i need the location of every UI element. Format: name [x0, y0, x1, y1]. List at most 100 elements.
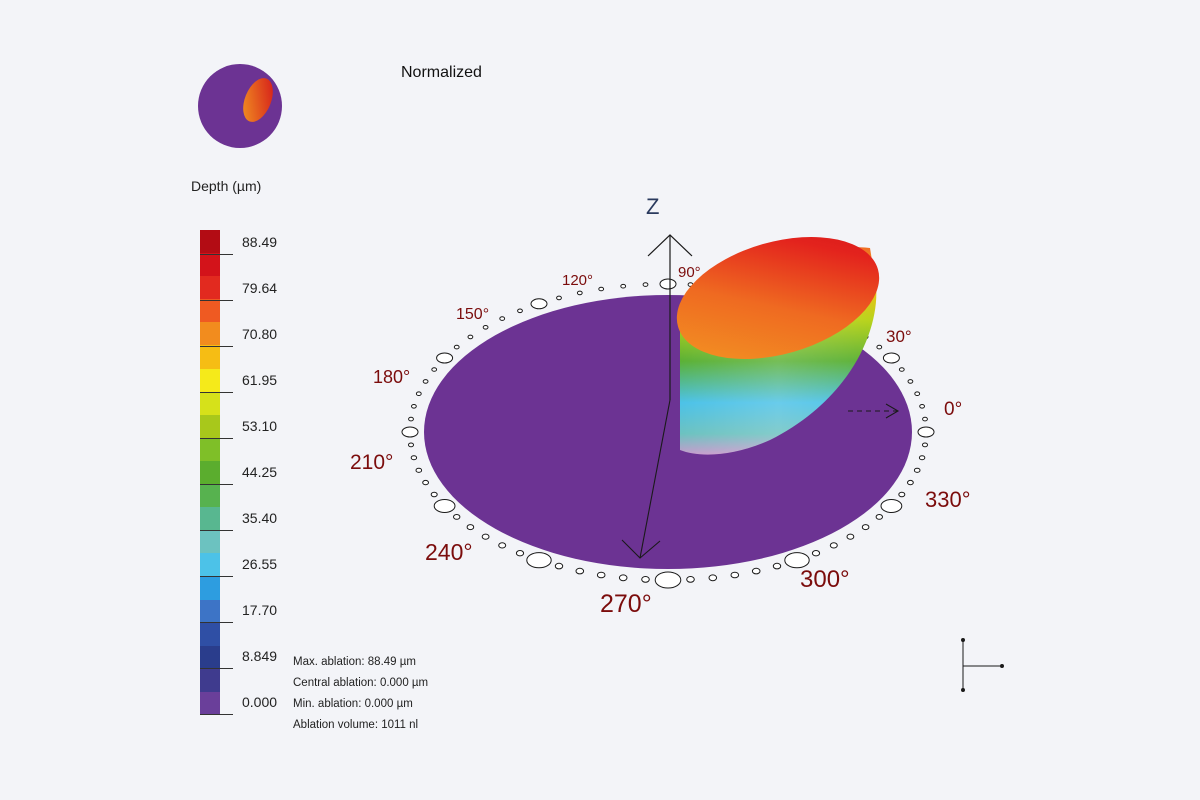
angle-label-300: 300°: [800, 566, 850, 593]
angle-marker: [751, 567, 761, 575]
angle-marker: [882, 352, 900, 364]
orientation-indicator: [961, 638, 1004, 692]
angle-marker: [515, 550, 525, 557]
angle-marker: [907, 479, 914, 486]
angle-marker: [917, 426, 935, 438]
legend-swatch: [200, 299, 220, 323]
legend-title: Depth (µm): [191, 178, 262, 194]
angle-marker: [481, 533, 490, 540]
angle-marker: [430, 491, 438, 498]
legend-swatch: [200, 368, 220, 393]
angle-marker: [784, 552, 810, 569]
angle-marker: [436, 352, 454, 364]
angle-marker: [659, 278, 677, 290]
angle-label-210: 210°: [350, 451, 394, 474]
angle-label-0: 0°: [944, 399, 963, 420]
angle-marker: [422, 479, 430, 486]
legend-swatch: [200, 437, 220, 462]
legend-tick: [200, 530, 233, 531]
angle-marker: [708, 574, 718, 582]
angle-marker: [730, 571, 740, 579]
legend-swatch: [200, 645, 220, 670]
angle-marker: [482, 325, 489, 330]
angle-marker: [415, 391, 422, 397]
angle-marker: [467, 334, 474, 340]
legend-swatch: [200, 622, 220, 647]
angle-marker: [875, 514, 883, 520]
legend-tick: [200, 714, 233, 715]
angle-label-150: 150°: [456, 306, 490, 323]
y-axis: [621, 399, 671, 559]
legend-swatch: [200, 414, 220, 439]
angle-marker: [654, 571, 682, 589]
legend-value: 61.95: [242, 372, 278, 388]
angle-marker: [642, 282, 649, 287]
angle-marker: [880, 499, 903, 513]
angle-marker: [907, 379, 914, 384]
angle-marker: [898, 367, 905, 372]
angle-marker: [422, 379, 429, 384]
angle-marker: [431, 367, 438, 372]
max-ablation: Max. ablation: 88.49 µm: [293, 656, 416, 668]
angle-marker: [811, 550, 821, 557]
legend-tick: [200, 346, 233, 347]
legend-swatch: [200, 553, 220, 577]
ablation-zone-3d: [676, 237, 880, 455]
angle-marker: [554, 562, 564, 570]
angle-marker: [913, 467, 921, 473]
angle-marker: [408, 442, 414, 448]
angle-marker: [410, 455, 418, 461]
legend-value: 70.80: [242, 326, 278, 342]
z-axis: [647, 234, 693, 400]
angle-marker: [596, 571, 606, 579]
legend-swatch: [200, 668, 220, 693]
legend-swatch: [200, 391, 220, 416]
angle-marker: [919, 404, 925, 409]
angle-marker: [918, 455, 926, 461]
view-title: Normalized: [401, 64, 482, 81]
angle-label-240: 240°: [425, 539, 473, 565]
angle-marker: [898, 491, 906, 498]
angle-marker: [415, 467, 423, 473]
angle-marker: [861, 524, 870, 531]
legend-value: 17.70: [242, 602, 278, 618]
z-axis-label: Z: [646, 194, 660, 219]
legend-tick: [200, 484, 233, 485]
angle-marker: [641, 576, 650, 583]
angle-label-330: 330°: [925, 487, 971, 512]
legend-tick: [200, 254, 233, 255]
angle-marker: [575, 567, 585, 575]
legend-swatch: [200, 507, 220, 531]
legend-value: 26.55: [242, 556, 278, 572]
angle-marker: [530, 298, 548, 310]
legend-tick: [200, 622, 233, 623]
angle-marker: [433, 499, 456, 513]
legend-swatch: [200, 484, 220, 508]
angle-marker: [914, 391, 921, 397]
angle-marker: [517, 308, 523, 314]
legend-tick: [200, 392, 233, 393]
angle-marker: [846, 533, 855, 540]
legend-swatch: [200, 253, 220, 277]
legend-swatch: [200, 345, 220, 370]
legend-swatch: [200, 576, 220, 601]
angle-marker: [618, 574, 628, 582]
angle-marker: [526, 552, 552, 569]
central-ablation: Central ablation: 0.000 µm: [293, 677, 429, 689]
angle-marker: [576, 290, 583, 296]
legend-swatch: [200, 599, 220, 624]
ablation-volume: Ablation volume: 1011 nl: [293, 719, 419, 731]
angle-marker: [499, 316, 506, 321]
angle-marker: [466, 524, 475, 531]
angle-marker: [556, 295, 562, 301]
angle-label-180: 180°: [373, 367, 411, 387]
x-axis: [848, 403, 900, 419]
angle-marker: [922, 442, 928, 448]
ablation-stats: Max. ablation: 88.49 µm Central ablation…: [293, 652, 428, 736]
angle-marker: [498, 542, 507, 549]
legend-swatch: [200, 460, 220, 485]
angle-marker: [620, 283, 627, 289]
legend-swatch: [200, 691, 220, 716]
angle-label-270: 270°: [600, 590, 652, 618]
